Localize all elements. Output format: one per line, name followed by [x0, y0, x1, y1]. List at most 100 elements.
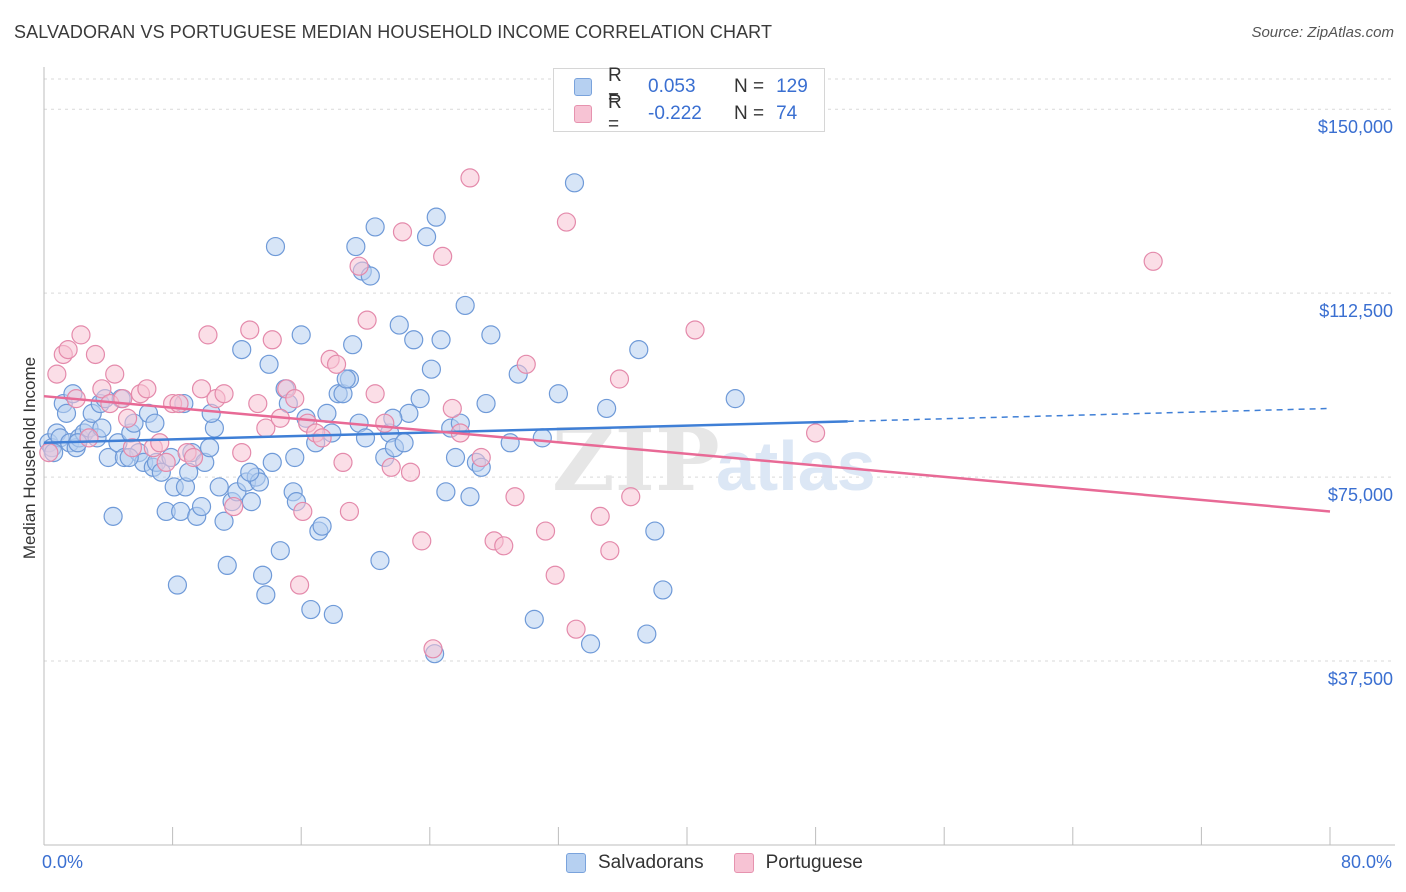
legend-swatch-pink	[733, 853, 754, 873]
y-tick-label: $112,500	[1319, 301, 1393, 321]
salvadoran-point	[653, 580, 673, 600]
portuguese-point	[545, 565, 565, 585]
salvadoran-point	[580, 634, 601, 654]
legend-n-label: N =	[734, 76, 765, 97]
salvadoran-point	[214, 511, 234, 531]
salvadoran-point	[637, 624, 657, 644]
portuguese-point	[198, 325, 218, 345]
y-tick-label: $150,000	[1318, 117, 1393, 137]
portuguese-point	[224, 496, 244, 517]
portuguese-point	[156, 452, 176, 473]
salvadoran-point	[389, 315, 409, 335]
salvadoran-point	[370, 550, 390, 571]
salvadoran-point	[167, 575, 188, 595]
salvadoran-point	[301, 599, 321, 620]
salvadoran-point	[365, 217, 385, 237]
salvadoran-point	[240, 462, 260, 482]
salvadoran-point	[336, 369, 356, 389]
salvadoran-point	[265, 236, 286, 257]
salvadoran-point	[241, 492, 261, 512]
legend-label-portuguese: Portuguese	[765, 852, 863, 873]
portuguese-point	[805, 423, 826, 443]
salvadoran-point	[217, 555, 237, 576]
portuguese-point	[471, 447, 491, 468]
salvadoran-point	[270, 541, 290, 561]
portuguese-point	[191, 379, 212, 399]
portuguese-point	[516, 354, 536, 374]
salvadoran-point	[56, 403, 77, 423]
portuguese-point	[137, 379, 157, 399]
salvadoran-point	[524, 609, 544, 629]
legend-n-value: 74	[776, 103, 798, 124]
salvadoran-point	[291, 325, 311, 345]
portuguese-point	[400, 462, 421, 482]
portuguese-point	[505, 487, 525, 507]
salvadoran-point	[436, 482, 456, 502]
portuguese-point	[248, 393, 268, 414]
salvadoran-point	[256, 585, 276, 605]
legend-swatch-pink	[574, 105, 592, 123]
portuguese-point	[240, 320, 260, 340]
salvadoran-point	[394, 433, 414, 453]
portuguese-point	[339, 501, 360, 522]
portuguese-point	[1143, 251, 1163, 271]
salvadoran-point	[532, 428, 552, 448]
portuguese-point	[365, 384, 385, 404]
salvadoran-point	[404, 330, 424, 350]
portuguese-point	[535, 521, 556, 541]
salvadoran-point	[262, 452, 282, 473]
portuguese-point	[685, 320, 705, 340]
portuguese-point	[150, 433, 170, 453]
source-label: Source: ZipAtlas.com	[1251, 24, 1394, 41]
salvadoran-point	[103, 506, 123, 526]
portuguese-point	[381, 457, 401, 477]
portuguese-point	[412, 531, 432, 551]
portuguese-point	[293, 501, 313, 522]
portuguese-point	[590, 506, 610, 526]
portuguese-point	[232, 442, 252, 463]
salvadoran-point	[455, 295, 475, 316]
salvadoran-point	[426, 207, 446, 227]
salvadoran-point	[564, 173, 585, 193]
portuguese-point	[85, 344, 106, 365]
salvadoran-point	[460, 487, 480, 507]
x-axis-min-label: 0.0%	[42, 852, 84, 872]
legend-r-label: R =	[608, 92, 622, 135]
portuguese-point	[312, 428, 332, 448]
salvadoran-point	[410, 389, 430, 409]
legend-n-value: 129	[776, 76, 808, 97]
portuguese-point	[105, 364, 125, 384]
salvadoran-trend-extension	[847, 407, 1331, 423]
legend-swatch-blue	[566, 853, 586, 873]
salvadoran-point	[191, 496, 212, 517]
salvadoran-point	[92, 418, 112, 438]
portuguese-point	[494, 536, 514, 556]
salvadoran-point	[476, 393, 496, 414]
x-axis-max-label: 80.0%	[1340, 852, 1392, 872]
portuguese-point	[600, 541, 620, 561]
salvadoran-point	[317, 403, 337, 423]
portuguese-point	[392, 222, 413, 242]
legend-item-salvadorans[interactable]: Salvadorans	[566, 852, 704, 874]
portuguese-point	[289, 575, 310, 595]
portuguese-point	[117, 408, 138, 428]
portuguese-point	[621, 487, 641, 507]
salvadoran-point	[421, 359, 442, 379]
legend-row-portuguese: R = -0.222 N = 74	[574, 92, 798, 135]
y-tick-label: $75,000	[1328, 485, 1393, 505]
portuguese-point	[183, 447, 204, 468]
series-legend: Salvadorans Portuguese	[566, 852, 893, 874]
portuguese-point	[433, 246, 453, 266]
legend-item-portuguese[interactable]: Portuguese	[733, 852, 863, 874]
portuguese-point	[375, 413, 395, 433]
salvadoran-point	[199, 438, 220, 458]
salvadoran-point	[253, 565, 273, 585]
legend-r-label: R =	[608, 65, 622, 108]
portuguese-point	[39, 442, 59, 463]
salvadoran-point	[323, 604, 343, 625]
portuguese-point	[460, 168, 480, 188]
salvadoran-point	[445, 447, 466, 468]
legend-n-label: N =	[734, 103, 765, 124]
salvadoran-point	[312, 516, 332, 536]
